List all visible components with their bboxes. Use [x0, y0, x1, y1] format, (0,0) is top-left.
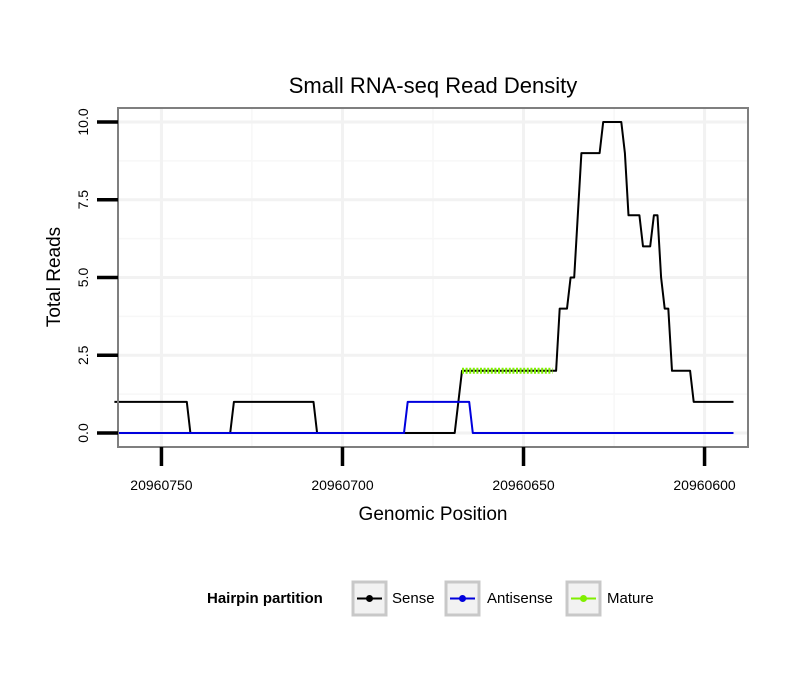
- y-tick-label: 10.0: [75, 108, 91, 135]
- legend-key-dot: [366, 595, 373, 602]
- legend-label-sense: Sense: [392, 590, 435, 607]
- legend-title: Hairpin partition: [207, 590, 323, 607]
- grid: [118, 108, 748, 447]
- y-tick-label: 2.5: [75, 345, 91, 365]
- x-tick-label: 20960650: [492, 477, 555, 493]
- x-tick-label: 20960750: [130, 477, 193, 493]
- legend-label-mature: Mature: [607, 590, 654, 607]
- legend: Hairpin partition Sense Antisense Mature: [207, 580, 654, 617]
- chart-title: Small RNA-seq Read Density: [289, 73, 578, 98]
- y-axis: 0.0 2.5 5.0 7.5 10.0: [75, 108, 118, 443]
- y-tick-label: 7.5: [75, 190, 91, 210]
- y-axis-title: Total Reads: [44, 227, 65, 327]
- series-line-sense: [114, 121, 734, 434]
- series-lines: [114, 121, 734, 434]
- y-tick-label: 0.0: [75, 423, 91, 443]
- x-tick-label: 20960700: [311, 477, 374, 493]
- legend-key-dot: [459, 595, 466, 602]
- x-tick-label: 20960600: [673, 477, 736, 493]
- series-line-antisense: [114, 400, 734, 434]
- x-axis: 20960750 20960700 20960650 20960600: [130, 447, 736, 493]
- legend-label-antisense: Antisense: [487, 590, 553, 607]
- legend-key-dot: [580, 595, 587, 602]
- y-tick-label: 5.0: [75, 268, 91, 288]
- x-axis-title: Genomic Position: [359, 504, 508, 525]
